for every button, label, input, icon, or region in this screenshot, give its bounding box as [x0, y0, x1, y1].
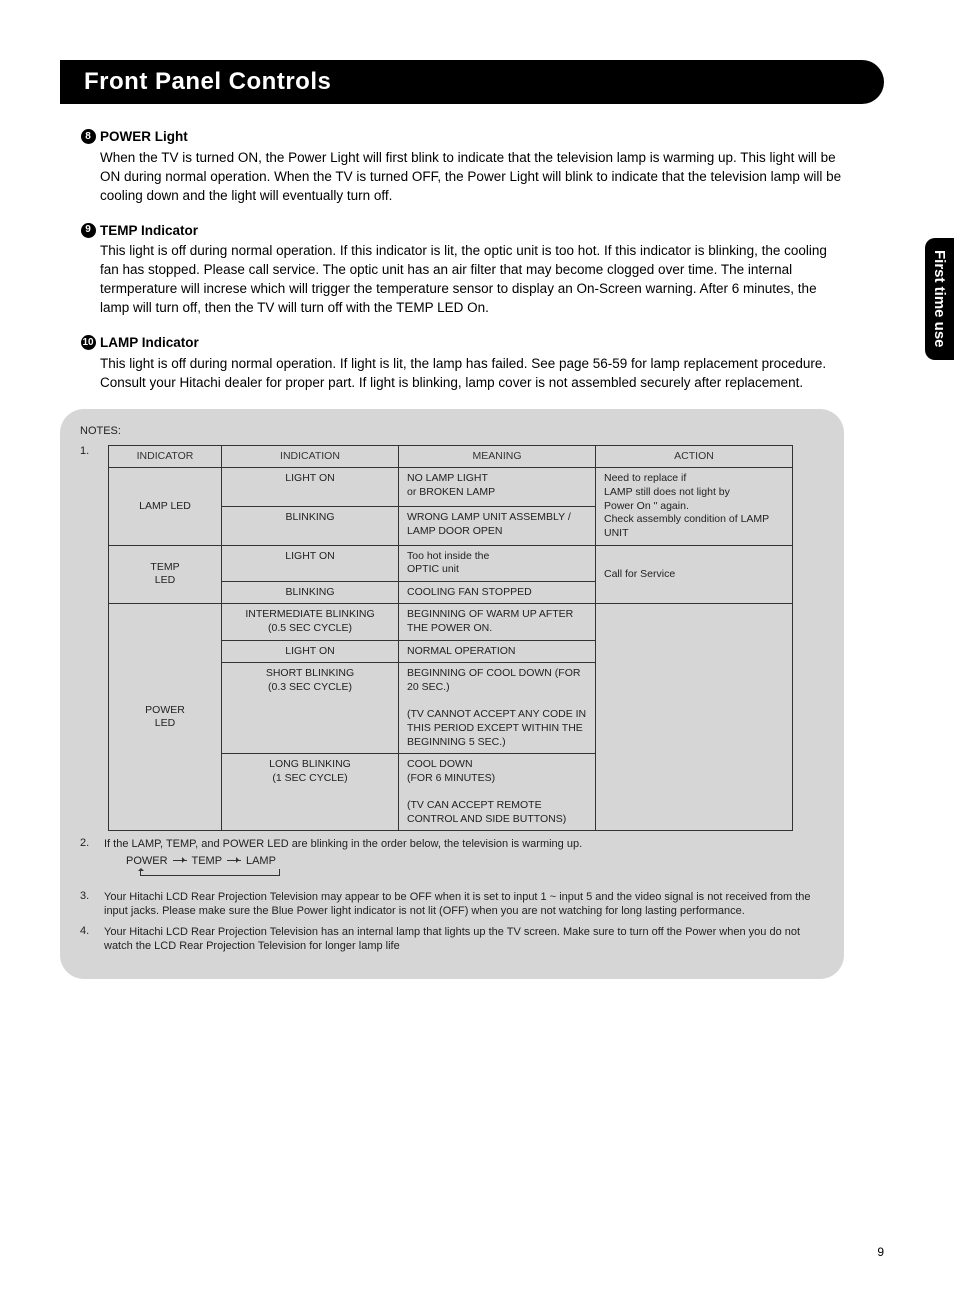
- cell: SHORT BLINKING(0.3 SEC CYCLE): [222, 663, 399, 754]
- seq-temp: TEMP: [191, 855, 221, 867]
- cell: LONG BLINKING(1 SEC CYCLE): [222, 754, 399, 831]
- note-3: 3. Your Hitachi LCD Rear Projection Tele…: [76, 890, 828, 919]
- cell: COOL DOWN(FOR 6 MINUTES)(TV CAN ACCEPT R…: [399, 754, 596, 831]
- note-num: 2.: [76, 837, 104, 884]
- section-tab: First time use: [925, 238, 954, 360]
- cell: NO LAMP LIGHTor BROKEN LAMP: [399, 468, 596, 507]
- notes-box: NOTES: 1. INDICATOR INDICATION MEANING A…: [60, 409, 844, 980]
- cell-temp-action: Call for Service: [596, 545, 793, 604]
- note-1: 1. INDICATOR INDICATION MEANING ACTION L…: [76, 445, 828, 832]
- seq-power: POWER: [126, 855, 168, 867]
- th-indication: INDICATION: [222, 445, 399, 468]
- table-header-row: INDICATOR INDICATION MEANING ACTION: [109, 445, 793, 468]
- note-num: 4.: [76, 925, 104, 954]
- arrow-icon: [173, 860, 187, 861]
- cell: Too hot inside theOPTIC unit: [399, 545, 596, 581]
- cell: BEGINNING OF COOL DOWN (FOR 20 SEC.)(TV …: [399, 663, 596, 754]
- cell: INTERMEDIATE BLINKING(0.5 SEC CYCLE): [222, 604, 399, 640]
- table-row: POWERLED INTERMEDIATE BLINKING(0.5 SEC C…: [109, 604, 793, 640]
- cell: WRONG LAMP UNIT ASSEMBLY / LAMP DOOR OPE…: [399, 506, 596, 545]
- item-title: LAMP Indicator: [100, 334, 844, 353]
- item-text: This light is off during normal operatio…: [100, 242, 844, 318]
- bullet-icon: 8: [76, 128, 100, 206]
- th-meaning: MEANING: [399, 445, 596, 468]
- arrow-icon: [227, 860, 241, 861]
- cell-lamp-led: LAMP LED: [109, 468, 222, 545]
- th-indicator: INDICATOR: [109, 445, 222, 468]
- page-title-bar: Front Panel Controls: [60, 60, 884, 104]
- cell: BEGINNING OF WARM UP AFTER THE POWER ON.: [399, 604, 596, 640]
- section-tab-label: First time use: [931, 250, 948, 348]
- bullet-icon: 10: [76, 334, 100, 393]
- note-num: 3.: [76, 890, 104, 919]
- sequence-diagram: POWER TEMP LAMP: [126, 854, 828, 876]
- cell: BLINKING: [222, 581, 399, 604]
- cell-lamp-action: Need to replace ifLAMP still does not li…: [596, 468, 793, 545]
- page-title: Front Panel Controls: [84, 68, 331, 95]
- item-temp-indicator: 9 TEMP Indicator This light is off durin…: [76, 222, 844, 318]
- item-title: TEMP Indicator: [100, 222, 844, 241]
- cell-power-led: POWERLED: [109, 604, 222, 831]
- item-text: When the TV is turned ON, the Power Ligh…: [100, 149, 844, 206]
- cell: LIGHT ON: [222, 545, 399, 581]
- item-lamp-indicator: 10 LAMP Indicator This light is off duri…: [76, 334, 844, 393]
- note-text: If the LAMP, TEMP, and POWER LED are bli…: [104, 838, 582, 850]
- cell: LIGHT ON: [222, 468, 399, 507]
- item-power-light: 8 POWER Light When the TV is turned ON, …: [76, 128, 844, 206]
- bullet-icon: 9: [76, 222, 100, 318]
- notes-label: NOTES:: [80, 425, 828, 437]
- item-text: This light is off during normal operatio…: [100, 355, 844, 393]
- item-title: POWER Light: [100, 128, 844, 147]
- note-text: Your Hitachi LCD Rear Projection Televis…: [104, 925, 828, 954]
- cell-temp-led: TEMPLED: [109, 545, 222, 604]
- note-2: 2. If the LAMP, TEMP, and POWER LED are …: [76, 837, 828, 884]
- cell: [596, 604, 793, 831]
- page-number: 9: [877, 1245, 884, 1259]
- cell: BLINKING: [222, 506, 399, 545]
- cell: NORMAL OPERATION: [399, 640, 596, 663]
- seq-lamp: LAMP: [246, 855, 276, 867]
- table-row: TEMPLED LIGHT ON Too hot inside theOPTIC…: [109, 545, 793, 581]
- indicator-table: INDICATOR INDICATION MEANING ACTION LAMP…: [108, 445, 793, 832]
- main-content: 8 POWER Light When the TV is turned ON, …: [76, 128, 844, 393]
- cell: LIGHT ON: [222, 640, 399, 663]
- cell: COOLING FAN STOPPED: [399, 581, 596, 604]
- table-row: LAMP LED LIGHT ON NO LAMP LIGHTor BROKEN…: [109, 468, 793, 507]
- note-text: Your Hitachi LCD Rear Projection Televis…: [104, 890, 828, 919]
- note-4: 4. Your Hitachi LCD Rear Projection Tele…: [76, 925, 828, 954]
- loop-arrow-icon: [140, 869, 280, 876]
- th-action: ACTION: [596, 445, 793, 468]
